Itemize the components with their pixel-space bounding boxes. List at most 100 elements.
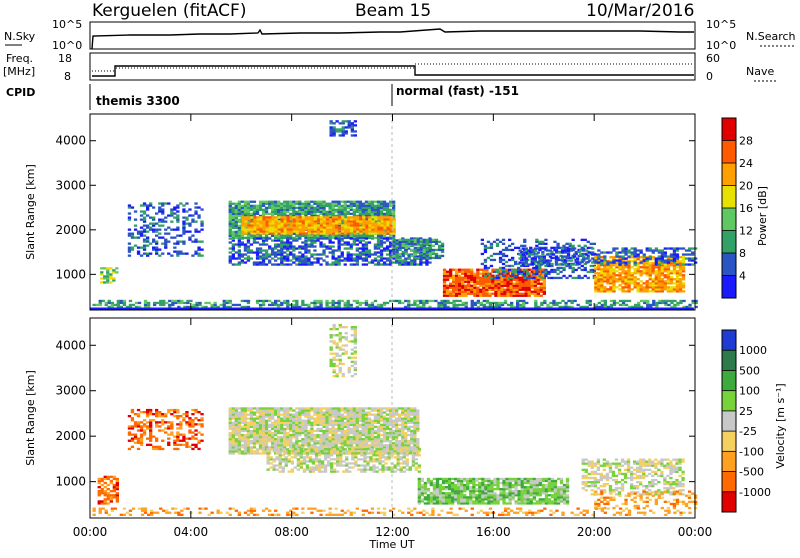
heatmap-cell bbox=[232, 428, 235, 430]
heatmap-cell bbox=[271, 253, 274, 255]
heatmap-cell bbox=[383, 209, 386, 211]
heatmap-cell bbox=[317, 228, 320, 230]
heatmap-cell bbox=[229, 436, 232, 438]
heatmap-cell bbox=[104, 498, 107, 500]
heatmap-cell bbox=[316, 235, 319, 237]
heatmap-cell bbox=[280, 245, 283, 247]
heatmap-cell bbox=[682, 266, 685, 268]
heatmap-cell bbox=[268, 255, 271, 257]
heatmap-cell bbox=[658, 302, 661, 304]
heatmap-cell bbox=[182, 444, 185, 446]
heatmap-cell bbox=[621, 255, 624, 257]
colorbar-segment bbox=[722, 141, 736, 164]
beam-label: Beam 15 bbox=[355, 1, 431, 21]
heatmap-cell bbox=[350, 304, 353, 306]
heatmap-cell bbox=[664, 253, 667, 255]
heatmap-cell bbox=[335, 514, 338, 516]
heatmap-cell bbox=[241, 440, 244, 442]
heatmap-cell bbox=[519, 510, 522, 512]
heatmap-cell bbox=[411, 249, 414, 251]
heatmap-cell bbox=[232, 436, 235, 438]
heatmap-cell bbox=[544, 239, 547, 241]
heatmap-cell bbox=[143, 204, 146, 206]
heatmap-cell bbox=[434, 300, 437, 302]
heatmap-cell bbox=[295, 247, 298, 249]
heatmap-cell bbox=[158, 249, 161, 251]
heatmap-cell bbox=[486, 514, 489, 516]
heatmap-cell bbox=[286, 245, 289, 247]
heatmap-cell bbox=[333, 126, 336, 128]
heatmap-cell bbox=[307, 207, 310, 209]
heatmap-cell bbox=[528, 253, 531, 255]
heatmap-cell bbox=[283, 203, 286, 205]
heatmap-cell bbox=[404, 261, 407, 263]
heatmap-cell bbox=[507, 514, 510, 516]
heatmap-cell bbox=[173, 442, 176, 444]
heatmap-cell bbox=[676, 286, 679, 288]
heatmap-cell bbox=[262, 257, 265, 259]
heatmap-cell bbox=[341, 243, 344, 245]
heatmap-cell bbox=[289, 237, 292, 239]
heatmap-cell bbox=[326, 224, 329, 226]
heatmap-cell bbox=[347, 251, 350, 253]
heatmap-cell bbox=[167, 253, 170, 255]
heatmap-cell bbox=[498, 304, 501, 306]
heatmap-cell bbox=[316, 205, 319, 207]
heatmap-cell bbox=[274, 259, 277, 261]
heatmap-cell bbox=[265, 300, 268, 302]
heatmap-cell bbox=[161, 208, 164, 210]
heatmap-cell bbox=[491, 289, 494, 291]
heatmap-cell bbox=[543, 281, 546, 283]
heatmap-cell bbox=[534, 259, 537, 261]
heatmap-cell bbox=[377, 228, 380, 230]
heatmap-cell bbox=[522, 302, 525, 304]
heatmap-cell bbox=[500, 287, 503, 289]
heatmap-cell bbox=[567, 249, 570, 251]
heatmap-cell bbox=[371, 228, 374, 230]
heatmap-cell bbox=[350, 253, 353, 255]
heatmap-cell bbox=[332, 257, 335, 259]
heatmap-cell bbox=[244, 430, 247, 432]
heatmap-cell bbox=[458, 295, 461, 297]
heatmap-cell bbox=[354, 124, 357, 126]
heatmap-cell bbox=[402, 255, 405, 257]
heatmap-cell bbox=[253, 239, 256, 241]
heatmap-cell bbox=[338, 241, 341, 243]
heatmap-cell bbox=[235, 426, 238, 428]
heatmap-cell bbox=[247, 247, 250, 249]
heatmap-cell bbox=[476, 269, 479, 271]
heatmap-cell bbox=[523, 275, 526, 277]
heatmap-cell bbox=[272, 220, 275, 222]
heatmap-cell bbox=[238, 450, 241, 452]
heatmap-cell bbox=[149, 217, 152, 219]
heatmap-cell bbox=[341, 259, 344, 261]
heatmap-cell bbox=[498, 302, 501, 304]
heatmap-cell bbox=[422, 261, 425, 263]
heatmap-cell bbox=[310, 237, 313, 239]
heatmap-cell bbox=[682, 512, 685, 514]
heatmap-cell bbox=[113, 486, 116, 488]
heatmap-cell bbox=[176, 427, 179, 429]
heatmap-cell bbox=[597, 290, 600, 292]
heatmap-cell bbox=[502, 271, 505, 273]
heatmap-cell bbox=[280, 253, 283, 255]
heatmap-cell bbox=[519, 300, 522, 302]
heatmap-cell bbox=[411, 255, 414, 257]
heatmap-cell bbox=[322, 211, 325, 213]
heatmap-cell bbox=[494, 291, 497, 293]
heatmap-cell bbox=[504, 508, 507, 510]
heatmap-cell bbox=[519, 281, 522, 283]
heatmap-cell bbox=[274, 239, 277, 241]
heatmap-cell bbox=[214, 302, 217, 304]
heatmap-cell bbox=[534, 281, 537, 283]
heatmap-cell bbox=[510, 293, 513, 295]
heatmap-cell bbox=[408, 243, 411, 245]
heatmap-cell bbox=[594, 288, 597, 290]
heatmap-cell bbox=[262, 201, 265, 203]
heatmap-cell bbox=[197, 249, 200, 251]
heatmap-cell bbox=[232, 407, 235, 409]
heatmap-cell bbox=[544, 243, 547, 245]
heatmap-cell bbox=[604, 304, 607, 306]
heatmap-cell bbox=[359, 253, 362, 255]
heatmap-cell bbox=[383, 226, 386, 228]
